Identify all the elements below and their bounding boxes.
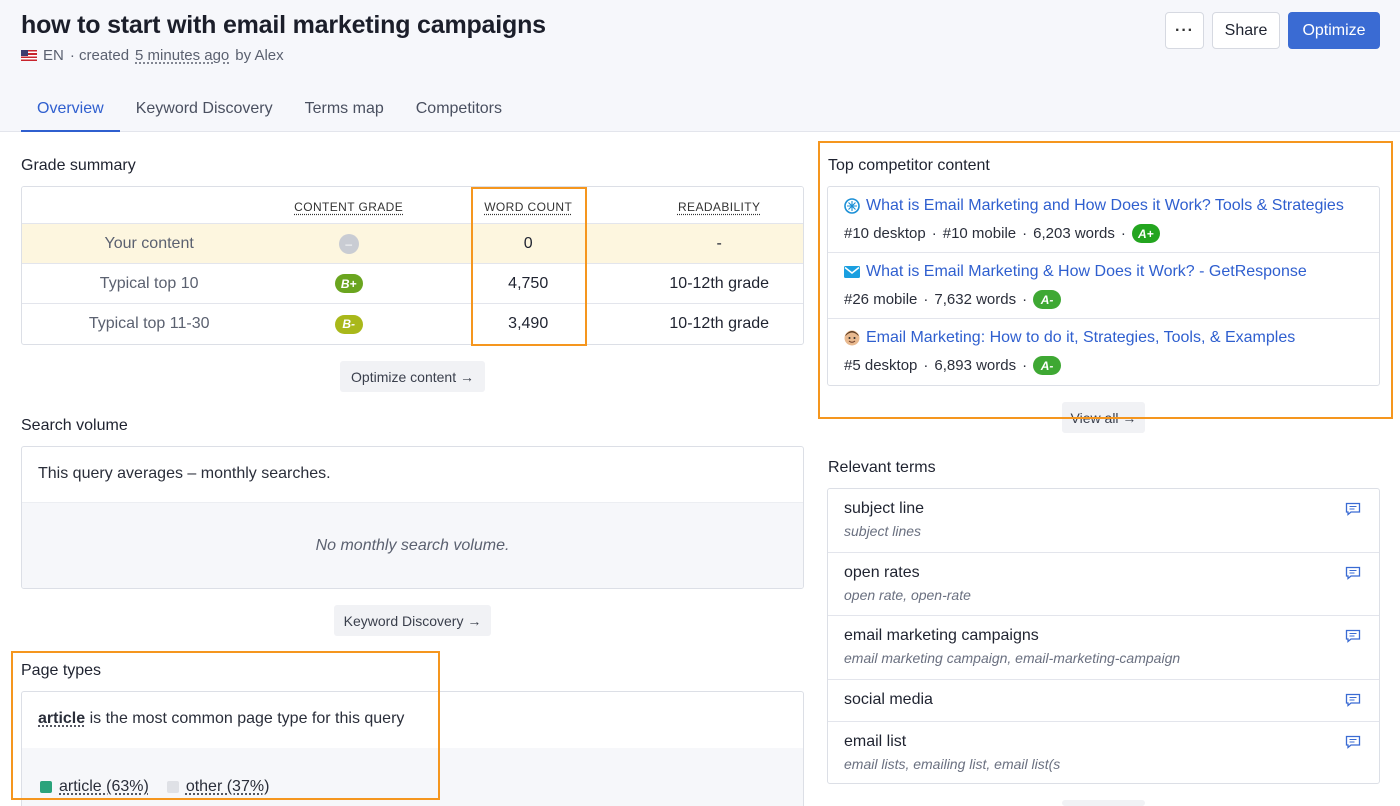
term-name: subject line bbox=[844, 500, 925, 517]
share-button[interactable]: Share bbox=[1212, 12, 1280, 49]
tab-terms-map[interactable]: Terms map bbox=[304, 100, 384, 117]
tab-bar: Overview Keyword Discovery Terms map Com… bbox=[21, 90, 518, 132]
list-item: What is Email Marketing & How Does it Wo… bbox=[828, 253, 1379, 319]
grade-empty-badge: – bbox=[338, 233, 359, 254]
word-count-value: 4,750 bbox=[508, 274, 549, 292]
table-row-top-10: Typical top 10 B+ 4,750 10-12th grade bbox=[22, 264, 803, 304]
list-item: subject line subject lines bbox=[828, 489, 1379, 553]
term-variants: open rate, open-rate bbox=[844, 587, 971, 603]
terms-more-button[interactable] bbox=[1062, 800, 1145, 806]
competitor-link[interactable]: What is Email Marketing & How Does it Wo… bbox=[844, 263, 1363, 281]
column-readability[interactable]: READABILITY bbox=[677, 200, 761, 214]
document-meta: EN · created 5 minutes ago by Alex bbox=[21, 47, 284, 64]
term-name: social media bbox=[844, 691, 933, 708]
legend-swatch bbox=[166, 781, 179, 793]
page-types-card: article is the most common page type for… bbox=[21, 691, 804, 806]
list-item: What is Email Marketing and How Does it … bbox=[828, 187, 1379, 253]
competitor-meta: #10 desktop · #10 mobile · 6,203 words · A+ bbox=[844, 224, 1363, 243]
created-by: by Alex bbox=[235, 47, 284, 64]
competitor-meta: #26 mobile · 7,632 words · A- bbox=[844, 290, 1363, 309]
comment-icon[interactable] bbox=[1345, 735, 1361, 749]
list-item: social media bbox=[828, 680, 1379, 722]
row-label: Your content bbox=[104, 234, 194, 252]
page-types-legend: article (63%) other (37%) bbox=[22, 748, 803, 806]
legend-swatch bbox=[40, 781, 52, 793]
created-time: 5 minutes ago bbox=[135, 47, 230, 64]
relevant-terms-title: Relevant terms bbox=[828, 459, 936, 476]
legend-item-article[interactable]: article (63%) bbox=[40, 766, 149, 806]
search-volume-card: This query averages – monthly searches. … bbox=[21, 446, 804, 589]
column-word-count[interactable]: WORD COUNT bbox=[484, 200, 573, 214]
list-item: email list email lists, emailing list, e… bbox=[828, 722, 1379, 783]
word-count-value: 0 bbox=[523, 234, 533, 252]
table-header: CONTENT GRADE WORD COUNT READABILITY bbox=[22, 187, 803, 224]
created-prefix: · created bbox=[69, 47, 130, 64]
envelope-logo-icon bbox=[844, 264, 860, 280]
grade-badge: B- bbox=[334, 314, 363, 334]
column-content-grade[interactable]: CONTENT GRADE bbox=[294, 200, 404, 214]
tab-keyword-discovery[interactable]: Keyword Discovery bbox=[135, 100, 273, 117]
view-all-button[interactable]: View all → bbox=[1062, 402, 1145, 433]
comment-icon[interactable] bbox=[1345, 629, 1361, 643]
grade-badge: A+ bbox=[1131, 224, 1160, 243]
readability-value: 10-12th grade bbox=[669, 315, 770, 332]
row-label: Typical top 11-30 bbox=[88, 315, 210, 332]
spiral-logo-icon bbox=[844, 198, 860, 214]
grade-summary-table: CONTENT GRADE WORD COUNT READABILITY You… bbox=[21, 186, 804, 345]
legend-item-other[interactable]: other (37%) bbox=[166, 766, 269, 806]
search-volume-empty: No monthly search volume. bbox=[22, 503, 803, 588]
lead-page-type[interactable]: article bbox=[38, 710, 86, 727]
competitor-link[interactable]: What is Email Marketing and How Does it … bbox=[844, 197, 1363, 215]
grade-badge: A- bbox=[1033, 290, 1062, 309]
optimize-content-button[interactable]: Optimize content → bbox=[340, 361, 485, 392]
term-name: open rates bbox=[844, 564, 920, 581]
grade-badge: B+ bbox=[334, 274, 363, 293]
word-count-value: 3,490 bbox=[508, 315, 549, 332]
row-label: Typical top 10 bbox=[99, 274, 199, 292]
page-types-title: Page types bbox=[21, 662, 102, 679]
table-row-your-content: Your content – 0 - bbox=[22, 224, 803, 264]
table-row-top-11-30: Typical top 11-30 B- 3,490 10-12th grade bbox=[22, 304, 803, 344]
tab-competitors[interactable]: Competitors bbox=[415, 100, 502, 117]
comment-icon[interactable] bbox=[1345, 502, 1361, 516]
readability-value: 10-12th grade bbox=[669, 274, 770, 292]
grade-badge: A- bbox=[1033, 356, 1062, 375]
term-name: email list bbox=[844, 733, 907, 750]
list-item: email marketing campaigns email marketin… bbox=[828, 616, 1379, 680]
top-competitor-title: Top competitor content bbox=[828, 157, 990, 174]
lead-page-type-text: is the most common page type for this qu… bbox=[89, 710, 405, 727]
page-title: how to start with email marketing campai… bbox=[21, 11, 546, 39]
page-types-summary: article is the most common page type for… bbox=[22, 692, 803, 748]
term-variants: email marketing campaign, email-marketin… bbox=[844, 650, 1181, 666]
competitor-meta: #5 desktop · 6,893 words · A- bbox=[844, 356, 1363, 375]
tab-overview[interactable]: Overview bbox=[21, 90, 120, 132]
keyword-discovery-button[interactable]: Keyword Discovery → bbox=[334, 605, 491, 636]
more-options-button[interactable]: ··· bbox=[1165, 12, 1204, 49]
readability-value: - bbox=[716, 234, 722, 252]
search-volume-title: Search volume bbox=[21, 417, 128, 434]
relevant-terms-list: subject line subject lines open rates op… bbox=[827, 488, 1380, 784]
face-logo-icon bbox=[844, 330, 860, 346]
term-variants: subject lines bbox=[844, 523, 922, 539]
term-variants: email lists, emailing list, email list(s bbox=[844, 756, 1061, 772]
page-header: how to start with email marketing campai… bbox=[0, 0, 1400, 132]
term-name: email marketing campaigns bbox=[844, 627, 1039, 644]
search-volume-summary: This query averages – monthly searches. bbox=[22, 447, 803, 503]
competitor-list: What is Email Marketing and How Does it … bbox=[827, 186, 1380, 386]
comment-icon[interactable] bbox=[1345, 693, 1361, 707]
language-code: EN bbox=[43, 47, 64, 64]
grade-summary-title: Grade summary bbox=[21, 157, 136, 174]
competitor-link[interactable]: Email Marketing: How to do it, Strategie… bbox=[844, 329, 1363, 347]
list-item: open rates open rate, open-rate bbox=[828, 553, 1379, 616]
list-item: Email Marketing: How to do it, Strategie… bbox=[828, 319, 1379, 385]
optimize-button[interactable]: Optimize bbox=[1288, 12, 1380, 49]
comment-icon[interactable] bbox=[1345, 566, 1361, 580]
us-flag-icon bbox=[21, 50, 37, 61]
